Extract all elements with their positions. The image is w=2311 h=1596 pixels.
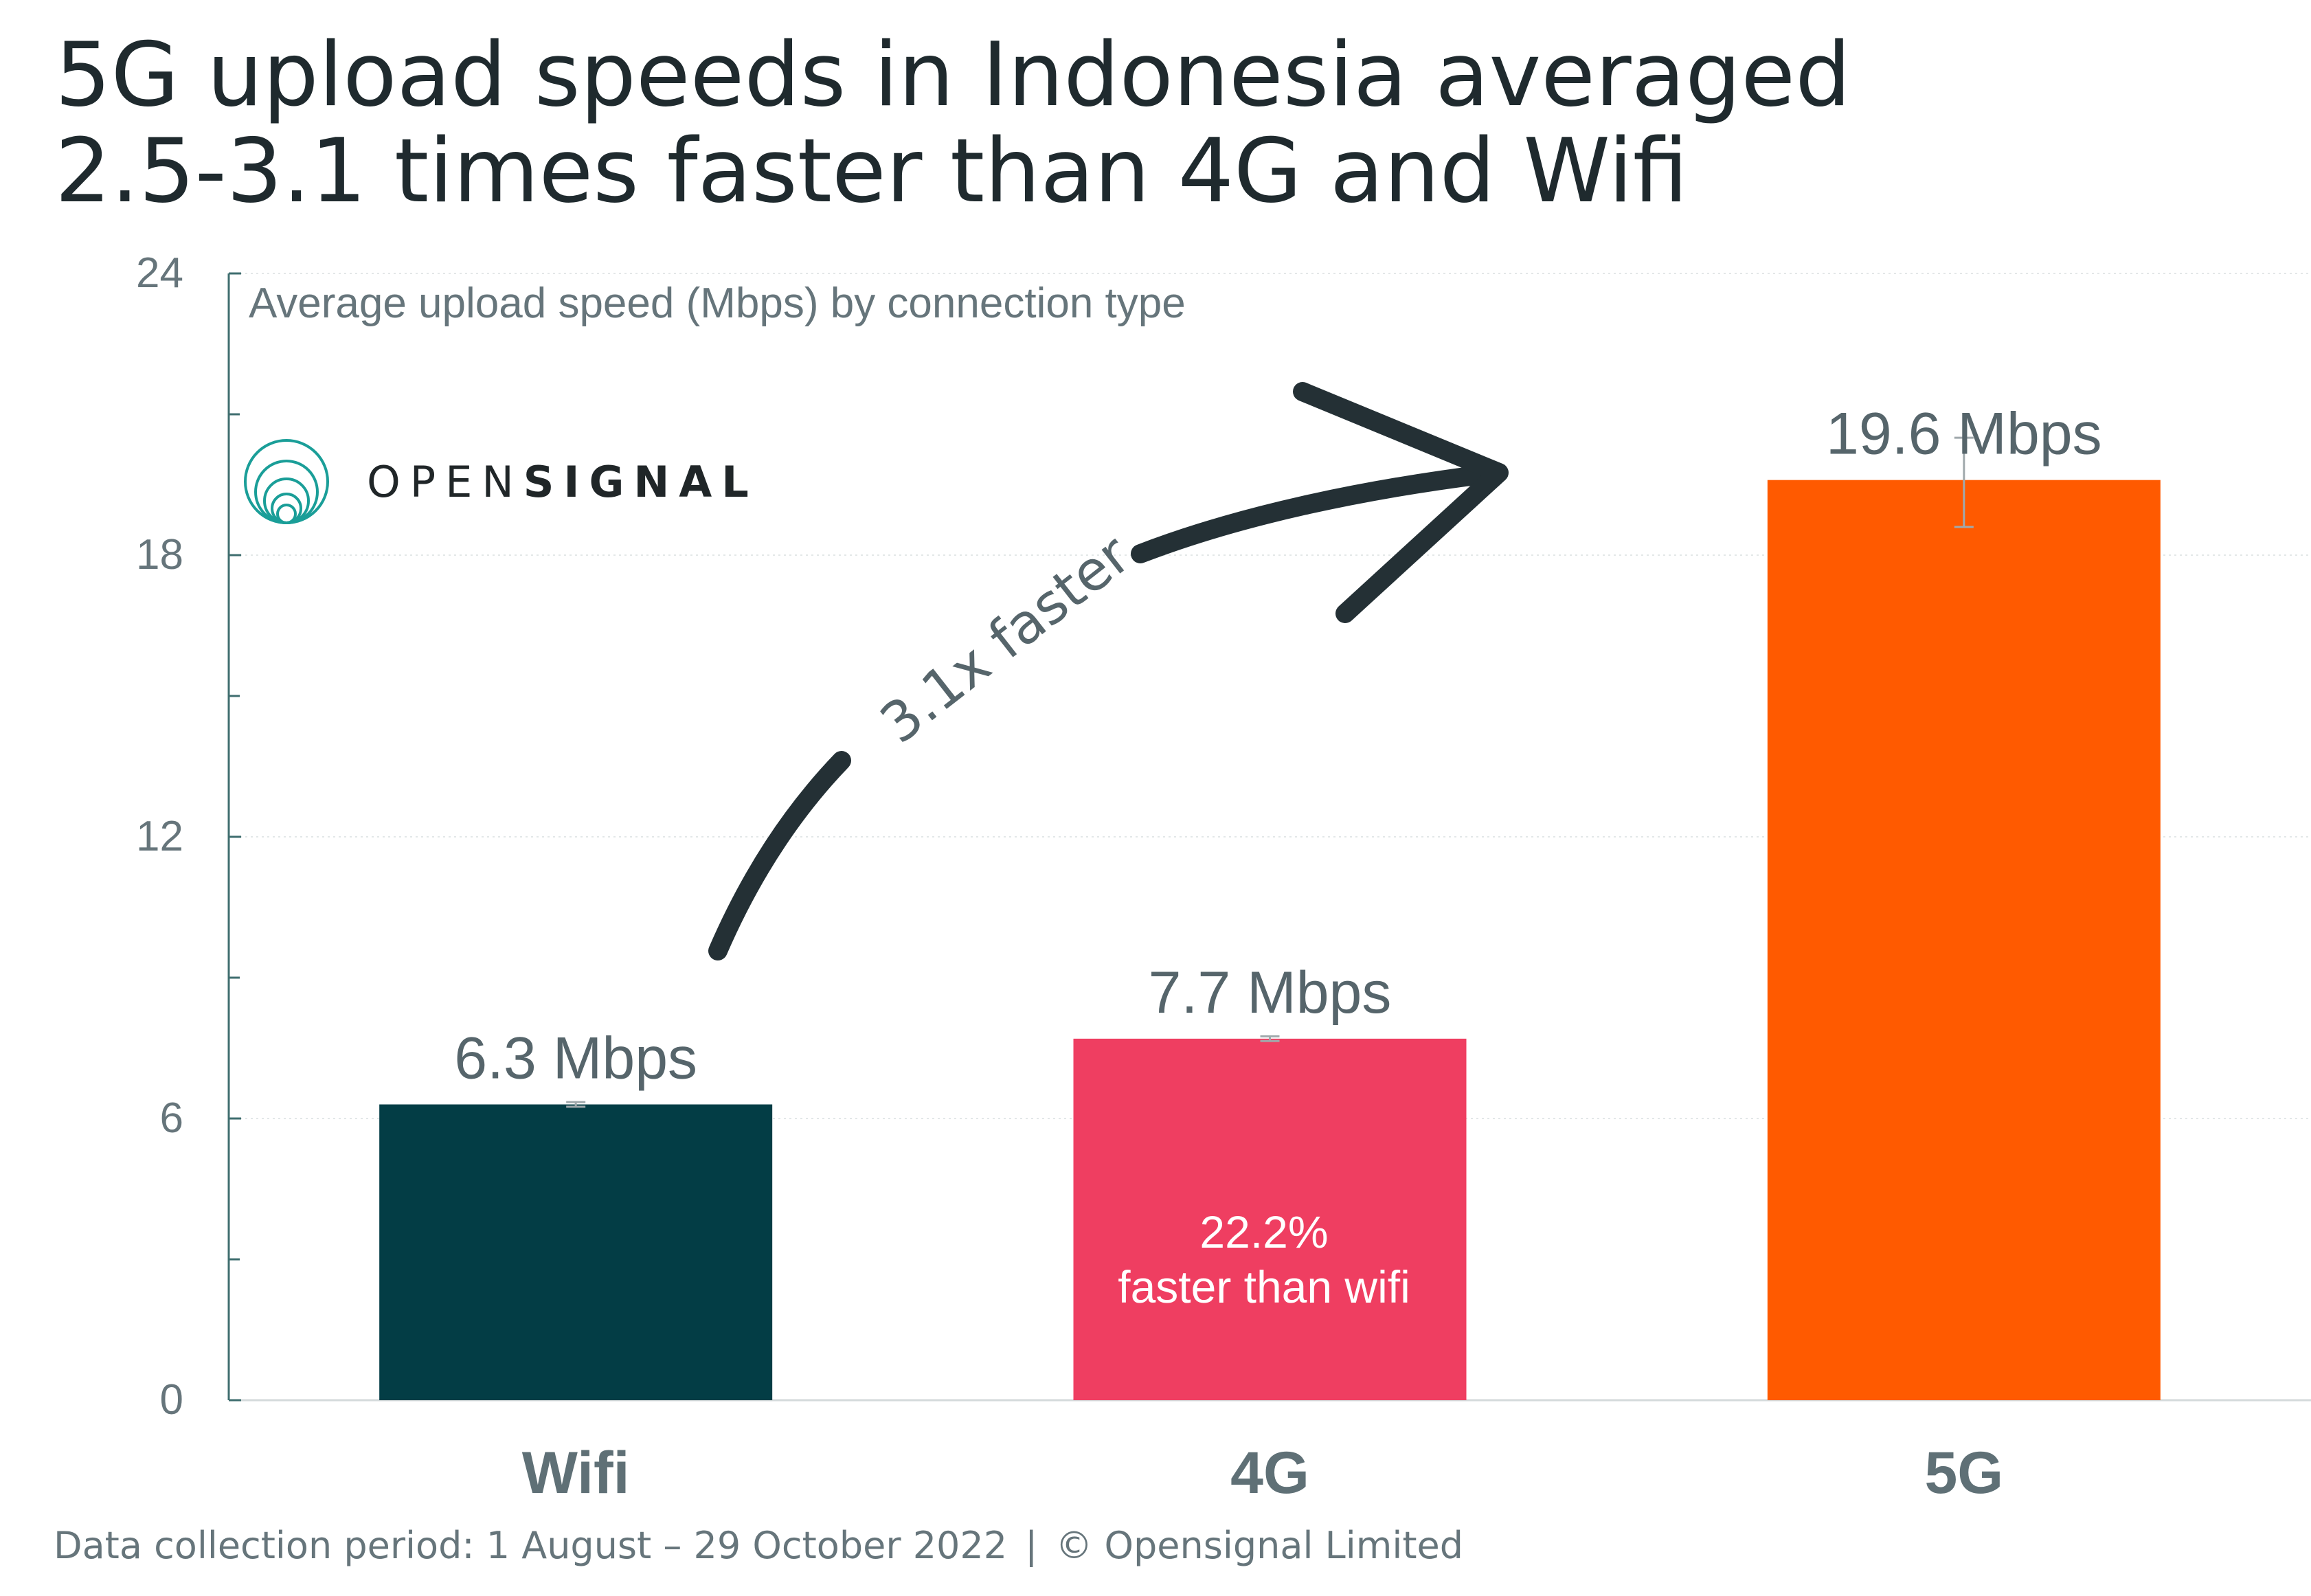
value-labels: 6.3 Mbps Wifi 7.7 Mbps 4G 19.6 Mbps 5G: [454, 401, 2101, 1506]
arrow-curve-upper: [1131, 463, 1507, 563]
faster-arrow: [708, 382, 1509, 960]
value-label: 19.6 Mbps: [1826, 401, 2102, 467]
value-label: 6.3 Mbps: [454, 1026, 697, 1092]
y-tick-label: 6: [160, 1094, 183, 1142]
y-tick-label: 0: [160, 1376, 183, 1424]
footer-period: Data collection period: 1 August – 29 Oc…: [54, 1524, 1008, 1567]
arrow-head: [1293, 382, 1509, 623]
chart-subtitle: Average upload speed (Mbps) by connectio…: [249, 280, 1186, 327]
x-tick-label: Wifi: [522, 1440, 630, 1506]
bars: [379, 436, 2161, 1400]
y-tick-label: 24: [136, 249, 183, 297]
opensignal-logo: OPENSIGNAL: [242, 437, 758, 526]
bar-4g: [1073, 1038, 1467, 1400]
y-tick-label: 12: [136, 813, 183, 860]
title-line-2: 2.5-3.1 times faster than 4G and Wifi: [55, 120, 1689, 223]
bar-wifi: [379, 1104, 773, 1400]
wordmark-bold: SIGNAL: [523, 456, 758, 507]
bar-5g: [1767, 480, 2161, 1400]
inside-4g-caption: faster than wifi: [1118, 1261, 1410, 1312]
title-line-1: 5G upload speeds in Indonesia averaged: [55, 24, 1851, 126]
footer-separator: |: [1025, 1524, 1038, 1567]
wordmark-light: OPEN: [367, 456, 523, 507]
bar-chart: 0 6 12 18 24 Average upload speed (Mbps) by …: [136, 249, 2311, 1506]
inside-4g-percent: 22.2%: [1199, 1206, 1328, 1257]
arrow-curve-lower: [708, 751, 851, 960]
footer: Data collection period: 1 August – 29 Oc…: [54, 1524, 1463, 1567]
y-tick-label: 18: [136, 531, 183, 578]
x-tick-label: 4G: [1230, 1440, 1309, 1506]
footer-copyright: © Opensignal Limited: [1055, 1524, 1464, 1567]
chart-title: 5G upload speeds in Indonesia averaged 2…: [55, 27, 1851, 220]
opensignal-wordmark: OPENSIGNAL: [367, 457, 758, 507]
value-label: 7.7 Mbps: [1149, 960, 1392, 1026]
arrow-label: 3.1x faster: [868, 522, 1142, 756]
x-tick-label: 5G: [1924, 1440, 2003, 1506]
opensignal-logo-icon: [244, 439, 329, 524]
